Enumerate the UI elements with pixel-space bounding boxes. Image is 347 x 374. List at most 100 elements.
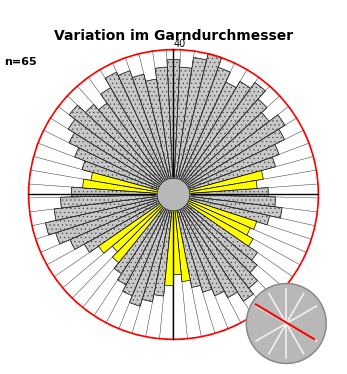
Bar <box>133 74 174 194</box>
Title: Variation im Garndurchmesser: Variation im Garndurchmesser <box>54 30 293 43</box>
Bar <box>174 82 236 194</box>
Bar <box>101 88 174 194</box>
Bar <box>174 194 282 218</box>
Bar <box>174 194 276 207</box>
Bar <box>174 194 253 301</box>
Bar <box>174 58 206 194</box>
Bar <box>155 67 174 194</box>
Bar <box>167 60 180 194</box>
Bar <box>174 194 257 273</box>
Bar <box>174 194 253 246</box>
Bar <box>174 99 267 194</box>
Bar <box>45 194 174 235</box>
Bar <box>82 161 174 194</box>
Bar <box>174 194 237 298</box>
Bar <box>83 179 174 194</box>
Bar <box>68 119 174 194</box>
Bar <box>146 79 174 194</box>
Bar <box>54 194 174 220</box>
Bar <box>118 194 174 285</box>
Bar <box>174 180 257 194</box>
Text: n=65: n=65 <box>5 58 37 67</box>
Bar <box>84 194 174 252</box>
Bar <box>174 115 285 194</box>
Bar <box>174 194 190 282</box>
Bar <box>71 187 174 197</box>
Bar <box>142 194 174 302</box>
Bar <box>174 194 257 273</box>
Bar <box>174 194 257 229</box>
Bar <box>123 194 174 296</box>
Bar <box>118 194 174 285</box>
Bar <box>174 194 257 260</box>
Bar <box>154 194 174 296</box>
Bar <box>174 157 276 194</box>
Bar <box>129 194 174 306</box>
Bar <box>174 194 282 218</box>
Bar <box>154 194 174 296</box>
Bar <box>146 79 174 194</box>
Bar <box>174 194 224 296</box>
Bar <box>91 172 174 194</box>
Bar <box>174 194 237 298</box>
Bar <box>174 194 201 288</box>
Bar <box>69 133 174 194</box>
Bar <box>174 67 230 194</box>
Bar <box>174 115 285 194</box>
Bar <box>112 194 174 263</box>
Bar <box>155 67 174 194</box>
Bar <box>174 67 192 194</box>
Bar <box>105 72 174 194</box>
Bar <box>99 103 174 194</box>
Bar <box>174 144 279 194</box>
Bar <box>174 113 269 194</box>
Bar <box>112 194 174 252</box>
Bar <box>123 194 174 296</box>
Bar <box>70 194 174 249</box>
Bar <box>174 194 201 288</box>
Bar <box>118 71 174 194</box>
Bar <box>174 194 270 225</box>
Bar <box>56 194 174 244</box>
Bar <box>174 99 267 194</box>
Bar <box>133 74 174 194</box>
Bar <box>174 83 265 194</box>
Bar <box>174 113 269 194</box>
Bar <box>84 194 174 252</box>
Bar <box>174 82 251 194</box>
Bar <box>114 194 174 274</box>
Bar <box>70 194 174 249</box>
Bar <box>71 187 174 197</box>
Bar <box>174 194 270 225</box>
Bar <box>174 53 222 194</box>
Bar <box>174 194 253 301</box>
Bar <box>174 194 181 275</box>
Bar <box>114 194 174 274</box>
Bar <box>174 194 257 288</box>
Bar <box>118 71 174 194</box>
Bar <box>61 194 174 208</box>
Bar <box>69 105 174 194</box>
Bar <box>54 194 174 220</box>
Polygon shape <box>157 178 190 211</box>
Bar <box>75 148 174 194</box>
Bar <box>165 194 174 286</box>
Bar <box>174 194 212 292</box>
Bar <box>174 194 212 292</box>
Bar <box>82 161 174 194</box>
Bar <box>99 103 174 194</box>
Bar <box>167 60 180 194</box>
Bar <box>174 58 206 194</box>
Bar <box>174 194 250 235</box>
Bar <box>174 129 285 194</box>
Bar <box>101 88 174 194</box>
Bar <box>174 188 268 197</box>
Bar <box>174 144 279 194</box>
Bar <box>69 105 174 194</box>
Bar <box>174 53 222 194</box>
Bar <box>68 119 174 194</box>
Bar <box>142 194 174 302</box>
Bar <box>174 194 257 288</box>
Bar <box>174 83 265 194</box>
Bar <box>174 171 263 194</box>
